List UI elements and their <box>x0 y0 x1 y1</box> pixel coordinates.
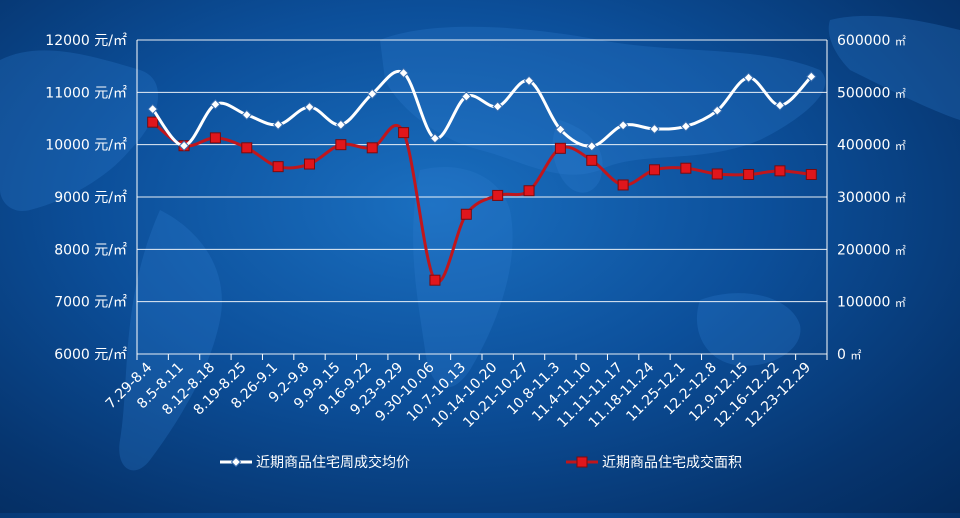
price-series-marker <box>367 88 378 100</box>
right-axis-tick-label: 100000 ㎡ <box>837 295 906 311</box>
left-axis-tick-label: 6000 元/㎡ <box>54 347 127 363</box>
price-series-marker <box>555 124 566 135</box>
price-series-marker <box>523 75 535 87</box>
area-series-marker <box>774 165 786 177</box>
price-series-marker <box>649 123 660 135</box>
price-series-line <box>151 69 813 148</box>
right-axis-labels: 0 ㎡ 100000 ㎡ 200000 ㎡ 300000 ㎡ 400000 ㎡ 50000… <box>837 33 906 363</box>
left-axis-tick-label: 10000 元/㎡ <box>45 138 127 154</box>
right-axis-tick-label: 200000 ㎡ <box>837 242 906 258</box>
price-series-marker <box>774 100 786 111</box>
area-series-marker <box>492 189 504 201</box>
area-series-marker <box>711 168 723 180</box>
area-series-marker <box>460 208 472 220</box>
price-series-marker <box>335 119 347 130</box>
price-series-marker <box>398 67 409 79</box>
price-series-marker <box>680 121 692 132</box>
area-series-marker <box>147 116 159 128</box>
legend: 近期商品住宅周成交均价 近期商品住宅成交面积 <box>220 454 742 471</box>
area-series-marker <box>304 158 315 170</box>
area-series-marker <box>429 274 441 286</box>
area-series-marker <box>805 168 817 180</box>
price-series-marker <box>712 105 723 116</box>
left-axis-tick-label: 9000 元/㎡ <box>54 190 127 206</box>
area-series-marker <box>649 164 660 176</box>
legend-area-marker <box>576 456 588 468</box>
area-series-marker <box>272 161 284 173</box>
area-series-marker <box>554 142 566 154</box>
area-series-marker <box>209 132 221 144</box>
area-series-marker <box>335 139 347 151</box>
price-series-marker <box>241 109 252 121</box>
x-axis-labels: 7.29-8.48.5-8.118.12-8.188.19-8.258.26-9… <box>103 359 814 431</box>
price-series-marker <box>806 71 817 82</box>
area-series-marker <box>743 168 755 180</box>
area-series-marker <box>398 127 410 139</box>
right-axis-tick-label: 0 ㎡ <box>837 347 861 363</box>
price-series-marker <box>492 101 503 112</box>
price-series-marker <box>586 141 597 152</box>
left-axis-tick-label: 7000 元/㎡ <box>54 295 127 311</box>
price-series-marker <box>147 103 158 115</box>
price-series-marker <box>210 99 221 110</box>
right-axis-tick-label: 600000 ㎡ <box>837 33 906 49</box>
left-axis-tick-label: 8000 元/㎡ <box>54 242 127 258</box>
price-series-marker <box>178 140 190 151</box>
area-series-marker <box>617 179 629 191</box>
world-map-background <box>0 15 960 471</box>
legend-area-label: 近期商品住宅成交面积 <box>602 454 742 471</box>
price-series-marker <box>429 133 441 144</box>
price-series-marker <box>272 119 284 130</box>
right-axis-tick-label: 400000 ㎡ <box>837 138 906 154</box>
series-layer <box>147 67 817 286</box>
right-axis-tick-label: 500000 ㎡ <box>837 85 906 101</box>
legend-price-marker <box>230 456 242 468</box>
price-series-marker <box>617 120 629 131</box>
area-series-marker <box>366 142 378 154</box>
area-series-marker <box>241 142 253 154</box>
legend-price-label: 近期商品住宅周成交均价 <box>256 454 410 471</box>
area-series-marker <box>680 162 692 174</box>
price-series-marker <box>304 101 315 113</box>
area-series-marker <box>586 154 598 166</box>
left-axis-labels: 6000 元/㎡ 7000 元/㎡ 8000 元/㎡ 9000 元/㎡ 10000 元/… <box>45 33 127 363</box>
grid-layer <box>136 39 828 360</box>
left-axis-tick-label: 11000 元/㎡ <box>45 85 127 101</box>
price-series-marker <box>743 72 754 83</box>
right-axis-tick-label: 300000 ㎡ <box>837 190 906 206</box>
left-axis-tick-label: 12000 元/㎡ <box>45 33 127 49</box>
price-series-marker <box>461 91 472 102</box>
area-series-marker <box>523 185 535 197</box>
